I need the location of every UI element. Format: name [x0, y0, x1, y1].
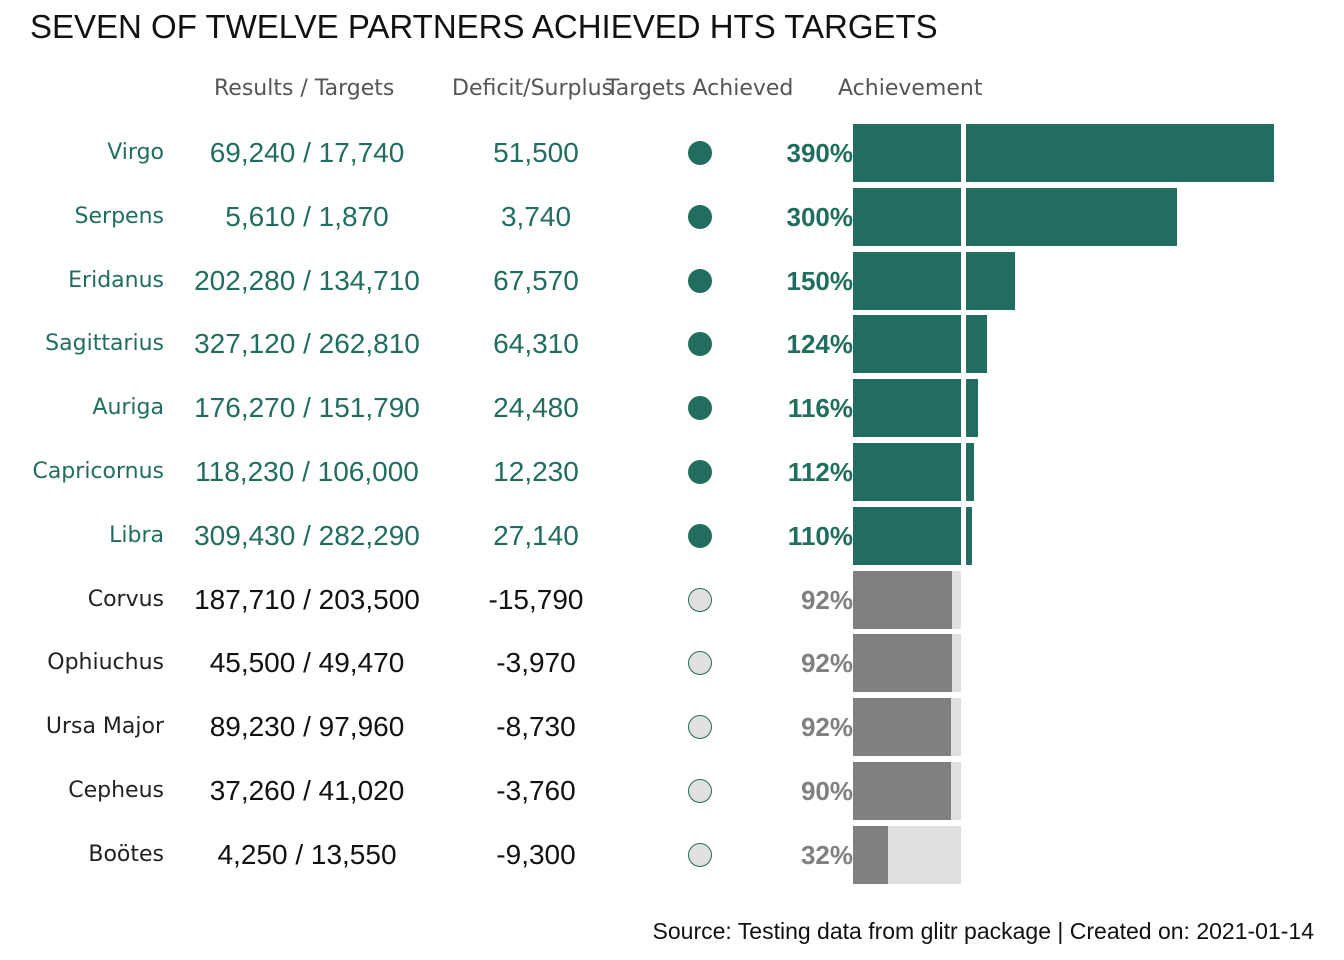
header-results-targets: Results / Targets [214, 76, 395, 101]
partner-label: Ophiuchus [47, 650, 164, 676]
target-missed-dot [688, 587, 712, 612]
results-targets-value: 309,430 / 282,290 [194, 519, 420, 551]
deficit-surplus-value: -15,790 [488, 583, 584, 615]
target-missed-dot [688, 715, 712, 740]
deficit-surplus-value: 67,570 [493, 264, 579, 296]
achievement-bar [853, 698, 952, 757]
target-missed-dot [688, 779, 712, 803]
results-targets-value: 118,230 / 106,000 [195, 456, 419, 487]
target-achieved-dot [688, 332, 712, 357]
achievement-percent-label: 300% [786, 201, 854, 232]
deficit-surplus-value: 24,480 [493, 392, 579, 424]
results-targets-value: 5,610 / 1,870 [225, 200, 389, 232]
results-targets-value: 45,500 / 49,470 [209, 647, 405, 679]
deficit-surplus-value: -9,300 [496, 838, 576, 870]
target-line [961, 315, 966, 374]
source-caption: Source: Testing data from glitr package … [652, 918, 1314, 944]
deficit-surplus-value: 51,500 [493, 137, 579, 168]
partner-label: Cepheus [68, 778, 164, 803]
achievement-bar [853, 251, 1015, 310]
partner-label: Eridanus [68, 267, 164, 293]
results-targets-value: 69,240 / 17,740 [209, 137, 405, 168]
partner-label: Libra [109, 522, 164, 548]
header-deficit-surplus: Deficit/Surplus [452, 76, 614, 101]
achievement-percent-label: 116% [787, 393, 853, 424]
chart-title: SEVEN OF TWELVE PARTNERS ACHIEVED HTS TA… [30, 8, 938, 45]
partner-label: Corvus [87, 586, 164, 612]
achievement-bar [853, 379, 979, 438]
achievement-percent-label: 112% [787, 457, 853, 487]
deficit-surplus-value: 3,740 [500, 200, 572, 232]
target-missed-dot [688, 651, 712, 676]
partner-label: Sagittarius [45, 331, 164, 357]
results-targets-value: 89,230 / 97,960 [209, 711, 405, 743]
achievement-percent-label: 124% [786, 329, 854, 360]
results-targets-value: 37,260 / 41,020 [209, 775, 405, 806]
target-achieved-dot [688, 268, 712, 293]
target-line [961, 251, 966, 310]
header-achievement: Achievement [838, 76, 983, 101]
achievement-percent-label: 110% [787, 520, 853, 551]
achievement-percent-label: 90% [800, 776, 853, 806]
achievement-percent-label: 150% [786, 265, 854, 296]
achievement-bar [853, 443, 974, 501]
partner-label: Boötes [88, 841, 164, 867]
results-targets-value: 327,120 / 262,810 [194, 328, 420, 360]
achievement-percent-label: 92% [800, 648, 853, 679]
deficit-surplus-value: 27,140 [493, 519, 579, 551]
deficit-surplus-value: 64,310 [493, 328, 579, 360]
achievement-bar [853, 570, 953, 629]
results-targets-value: 202,280 / 134,710 [194, 264, 420, 296]
target-line [961, 124, 966, 182]
target-line [961, 506, 966, 565]
target-missed-dot [688, 842, 712, 867]
achievement-percent-label: 390% [786, 138, 854, 168]
deficit-surplus-value: -3,760 [496, 775, 576, 806]
partner-label: Ursa Major [45, 714, 164, 740]
achievement-bar [853, 124, 1275, 182]
results-targets-value: 4,250 / 13,550 [217, 838, 397, 870]
deficit-surplus-value: -3,970 [496, 647, 576, 679]
partner-label: Auriga [92, 395, 164, 421]
achievement-bar [853, 187, 1177, 246]
results-targets-value: 176,270 / 151,790 [194, 392, 420, 424]
results-targets-value: 187,710 / 203,500 [194, 583, 420, 615]
deficit-surplus-value: -8,730 [496, 711, 576, 743]
target-line [961, 379, 966, 438]
target-achieved-dot [688, 523, 712, 548]
achievement-bar [853, 634, 953, 693]
achievement-percent-label: 32% [800, 839, 853, 870]
achievement-bar [853, 762, 952, 820]
partner-label: Virgo [107, 140, 164, 165]
achievement-bar [853, 315, 987, 374]
target-line [961, 443, 966, 501]
target-achieved-dot [688, 204, 712, 229]
achievement-bar [853, 825, 888, 884]
deficit-surplus-value: 12,230 [493, 456, 579, 487]
target-line [961, 187, 966, 246]
partner-label: Serpens [74, 203, 164, 229]
target-achieved-dot [688, 141, 712, 165]
partner-label: Capricornus [32, 459, 164, 484]
header-targets-achieved: Targets Achieved [606, 76, 794, 101]
achievement-percent-label: 92% [800, 584, 853, 615]
achievement-bar [853, 506, 972, 565]
achievement-percent-label: 92% [800, 712, 853, 743]
target-achieved-dot [688, 460, 712, 484]
target-achieved-dot [688, 396, 712, 421]
